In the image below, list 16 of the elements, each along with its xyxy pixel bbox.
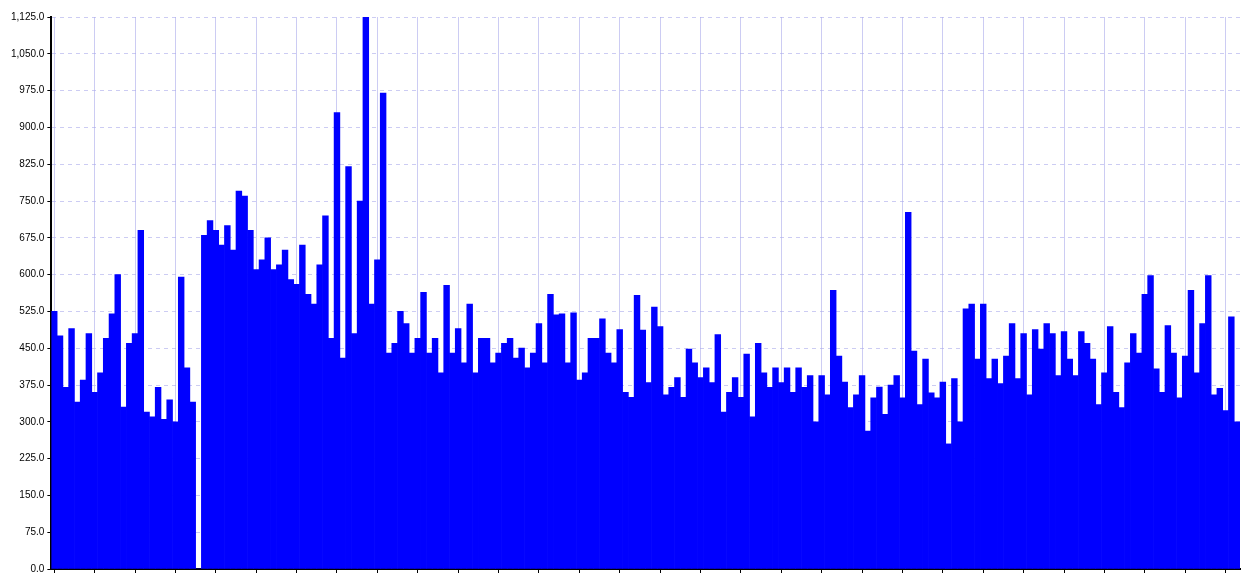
y-tick-label: 1,125.0 [10, 10, 45, 22]
y-tick-label: 750.0 [19, 194, 45, 206]
y-tick-label: 375.0 [19, 378, 45, 390]
y-tick-label: 600.0 [19, 268, 45, 280]
y-tick-label: 525.0 [19, 305, 45, 317]
y-tick-label: 300.0 [19, 415, 45, 427]
y-tick-label: 0.0 [30, 562, 45, 574]
y-tick-label: 900.0 [19, 121, 45, 133]
y-tick-label: 1,050.0 [10, 47, 45, 59]
y-tick-label: 975.0 [19, 84, 45, 96]
y-tick-label: 225.0 [19, 452, 45, 464]
y-tick-label: 450.0 [19, 341, 45, 353]
y-tick-label: 75.0 [24, 525, 45, 537]
y-tick-label: 675.0 [19, 231, 45, 243]
y-tick-label: 825.0 [19, 157, 45, 169]
y-tick-label: 150.0 [19, 489, 45, 501]
